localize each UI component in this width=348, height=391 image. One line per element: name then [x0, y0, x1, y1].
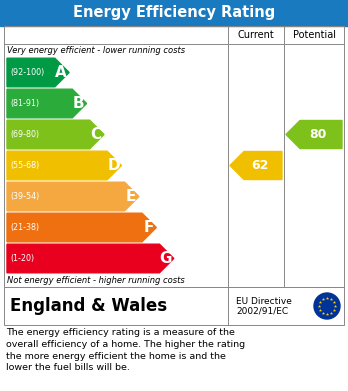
- Polygon shape: [7, 244, 174, 273]
- Circle shape: [314, 293, 340, 319]
- Polygon shape: [7, 120, 104, 149]
- Polygon shape: [7, 58, 69, 87]
- Polygon shape: [286, 120, 342, 149]
- Bar: [4, 287, 344, 325]
- Text: B: B: [73, 96, 85, 111]
- Polygon shape: [7, 213, 156, 242]
- Text: England & Wales: England & Wales: [10, 297, 167, 315]
- Polygon shape: [7, 89, 87, 118]
- Text: E: E: [126, 189, 136, 204]
- Text: 2002/91/EC: 2002/91/EC: [236, 307, 288, 316]
- Text: EU Directive: EU Directive: [236, 296, 292, 305]
- Text: 62: 62: [252, 159, 269, 172]
- Text: (92-100): (92-100): [10, 68, 44, 77]
- Text: 80: 80: [309, 128, 327, 141]
- Text: (21-38): (21-38): [10, 223, 39, 232]
- Text: (55-68): (55-68): [10, 161, 39, 170]
- Text: The energy efficiency rating is a measure of the
overall efficiency of a home. T: The energy efficiency rating is a measur…: [6, 328, 245, 372]
- Text: D: D: [107, 158, 120, 173]
- Bar: [4, 26, 344, 287]
- Text: (1-20): (1-20): [10, 254, 34, 263]
- Text: (39-54): (39-54): [10, 192, 39, 201]
- Text: Potential: Potential: [293, 30, 335, 40]
- Polygon shape: [7, 151, 121, 180]
- Text: Not energy efficient - higher running costs: Not energy efficient - higher running co…: [7, 276, 185, 285]
- Bar: [0, 0, 348, 26]
- Text: Energy Efficiency Rating: Energy Efficiency Rating: [73, 5, 275, 20]
- Text: A: A: [55, 65, 67, 80]
- Text: Current: Current: [238, 30, 274, 40]
- Text: Very energy efficient - lower running costs: Very energy efficient - lower running co…: [7, 46, 185, 55]
- Text: C: C: [90, 127, 102, 142]
- Text: (81-91): (81-91): [10, 99, 39, 108]
- Polygon shape: [7, 182, 139, 211]
- Polygon shape: [230, 151, 282, 179]
- Text: F: F: [143, 220, 154, 235]
- Text: (69-80): (69-80): [10, 130, 39, 139]
- Text: G: G: [160, 251, 172, 266]
